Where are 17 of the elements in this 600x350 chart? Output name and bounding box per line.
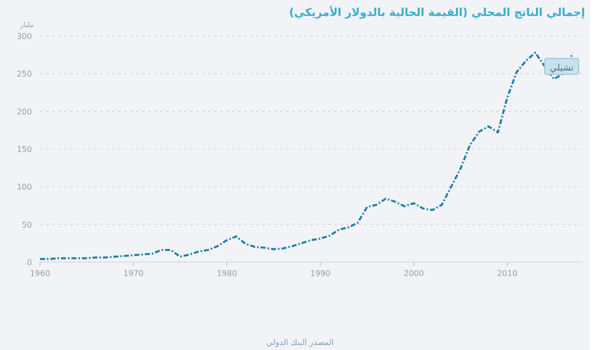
text: المصدر البنك الدولي [266,338,334,347]
x-tick-label: 2010 [497,269,518,278]
y-tick-label: 200 [16,107,32,116]
y-tick-label: 100 [16,182,32,192]
y-tick-label: 0 [26,258,32,267]
annotation: تشيلي [550,63,574,74]
x-tick-label: 1990 [310,269,331,278]
y-tick-label: 250 [16,70,32,79]
chart-title: إجمالي الناتج المحلي (القيمة الحالية بالدولار الأمريكي) [289,5,585,19]
y-tick-label: 50 [22,220,32,230]
x-tick-label: 1960 [30,269,50,278]
x-tick-label: 1980 [216,269,238,278]
y-tick-label: 300 [16,32,32,41]
line-series [39,52,574,260]
y-tick-label: 150 [16,145,32,154]
x-tick-label: 2000 [404,269,424,278]
x-tick-label: 1970 [123,269,144,278]
